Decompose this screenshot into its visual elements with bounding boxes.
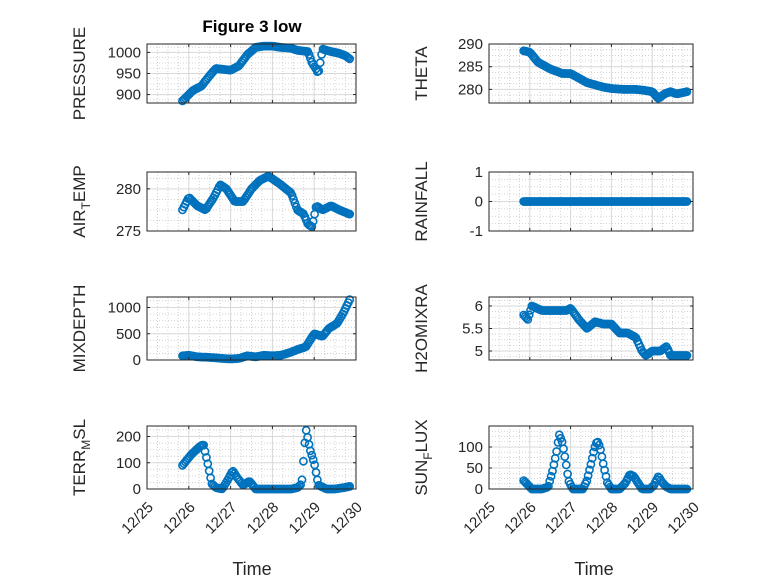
axes-box — [488, 425, 694, 490]
y-tick-label: 280 — [116, 181, 141, 198]
y-tick-label: 1 — [475, 164, 483, 181]
x-tick-label: 12/26 — [160, 499, 199, 538]
subplot-mixdepth: 0 500 1000 MIXDEPTH — [70, 285, 357, 373]
y-tick-label: 500 — [116, 326, 141, 343]
data-point — [311, 467, 321, 477]
data-point — [582, 476, 592, 486]
data-point — [308, 455, 318, 464]
data-point — [307, 450, 317, 460]
y-tick-label: 6 — [475, 298, 483, 315]
y-tick-label: 5.5 — [462, 321, 483, 338]
axes-box — [146, 171, 357, 232]
data-point — [594, 440, 604, 450]
y-tick-label: 0 — [475, 481, 483, 498]
data-point — [597, 452, 607, 462]
data-point — [546, 471, 556, 481]
data-point — [524, 310, 534, 320]
data-point — [204, 466, 214, 476]
data-point — [345, 295, 355, 304]
data-point — [305, 446, 315, 456]
data-point — [561, 460, 571, 470]
y-axis-label: TERRMSL — [70, 419, 93, 496]
data-point — [314, 66, 324, 76]
x-tick-label: 12/28 — [583, 499, 622, 538]
y-tick-label: 1000 — [108, 300, 141, 317]
y-tick-label: 5 — [475, 343, 483, 360]
x-tick-label: 12/25 — [118, 499, 157, 538]
subplot-air-temp: 275 280 AIRTEMP — [70, 165, 357, 240]
y-axis-label: MIXDEPTH — [70, 285, 89, 373]
y-tick-label: 1000 — [108, 44, 141, 61]
x-tick-label: 12/26 — [501, 499, 540, 538]
x-tick-label: 12/28 — [244, 499, 283, 538]
data-point — [345, 209, 355, 219]
y-axis-label: AIRTEMP — [70, 165, 93, 238]
x-axis-label-left: Time — [232, 559, 271, 579]
x-tick-label: 12/30 — [327, 499, 366, 538]
x-tick-label: 12/30 — [664, 499, 703, 538]
y-axis-label: H2OMIXRA — [412, 283, 431, 372]
data-point — [586, 459, 596, 469]
y-axis-label: RAINFALL — [412, 161, 431, 241]
y-tick-label: 285 — [458, 59, 483, 76]
data-point — [545, 476, 555, 486]
x-tick-label: 12/25 — [460, 499, 499, 538]
data-point — [307, 222, 317, 231]
data-point — [559, 444, 568, 454]
data-point — [296, 480, 305, 490]
subplot-theta: 280 285 290 THETA — [412, 36, 694, 104]
x-tick-label: 12/27 — [202, 499, 241, 538]
data-point — [560, 452, 570, 461]
subplot-rainfall: -1 0 1 RAINFALL — [412, 161, 694, 242]
x-axis-label-right: Time — [574, 559, 613, 579]
data-point — [544, 481, 553, 491]
y-tick-label: 0 — [475, 194, 483, 211]
y-tick-label: 950 — [116, 66, 141, 83]
y-tick-label: 275 — [116, 223, 141, 240]
y-tick-label: -1 — [470, 223, 483, 240]
data-point — [345, 54, 355, 64]
x-tick-label: 12/27 — [542, 499, 581, 538]
y-axis-label: SUNFLUX — [412, 419, 435, 495]
data-point — [297, 475, 307, 485]
y-tick-label: 280 — [458, 81, 483, 98]
data-point — [206, 473, 215, 483]
x-tick-label: 12/29 — [286, 499, 325, 538]
data-point — [298, 456, 308, 466]
y-axis-label: THETA — [412, 46, 431, 101]
data-point — [345, 481, 355, 491]
axes-box — [146, 296, 357, 361]
subplot-sun-flux: 0 50 100 12/25 12/26 12/27 12/28 12/29 12/30 SUNF… — [412, 419, 703, 537]
y-tick-label: 0 — [133, 352, 141, 369]
y-tick-label: 50 — [466, 460, 483, 477]
y-tick-label: 100 — [458, 439, 483, 456]
axes-box — [146, 425, 357, 490]
subplot-terr-msl: 0 100 200 12/25 12/26 12/27 12/28 12/29 12/30 TER… — [70, 419, 366, 537]
data-point — [585, 465, 594, 475]
subplot-h2omixra: 5 5.5 6 H2OMIXRA — [412, 283, 694, 373]
data-point — [583, 471, 593, 480]
axes-box — [488, 43, 694, 104]
data-point — [682, 87, 692, 97]
data-point — [523, 314, 533, 324]
figure-title: Figure 3 low — [202, 17, 302, 36]
data-point — [315, 58, 325, 68]
y-tick-label: 900 — [116, 87, 141, 104]
y-tick-label: 100 — [116, 455, 141, 472]
data-point — [682, 351, 692, 360]
y-axis-label: PRESSURE — [70, 27, 89, 121]
x-tick-label: 12/29 — [624, 499, 663, 538]
y-tick-label: 200 — [116, 429, 141, 446]
subplot-pressure: 900 950 1000 PRESSURE — [70, 27, 357, 121]
y-tick-label: 290 — [458, 36, 483, 53]
y-tick-label: 0 — [133, 481, 141, 498]
